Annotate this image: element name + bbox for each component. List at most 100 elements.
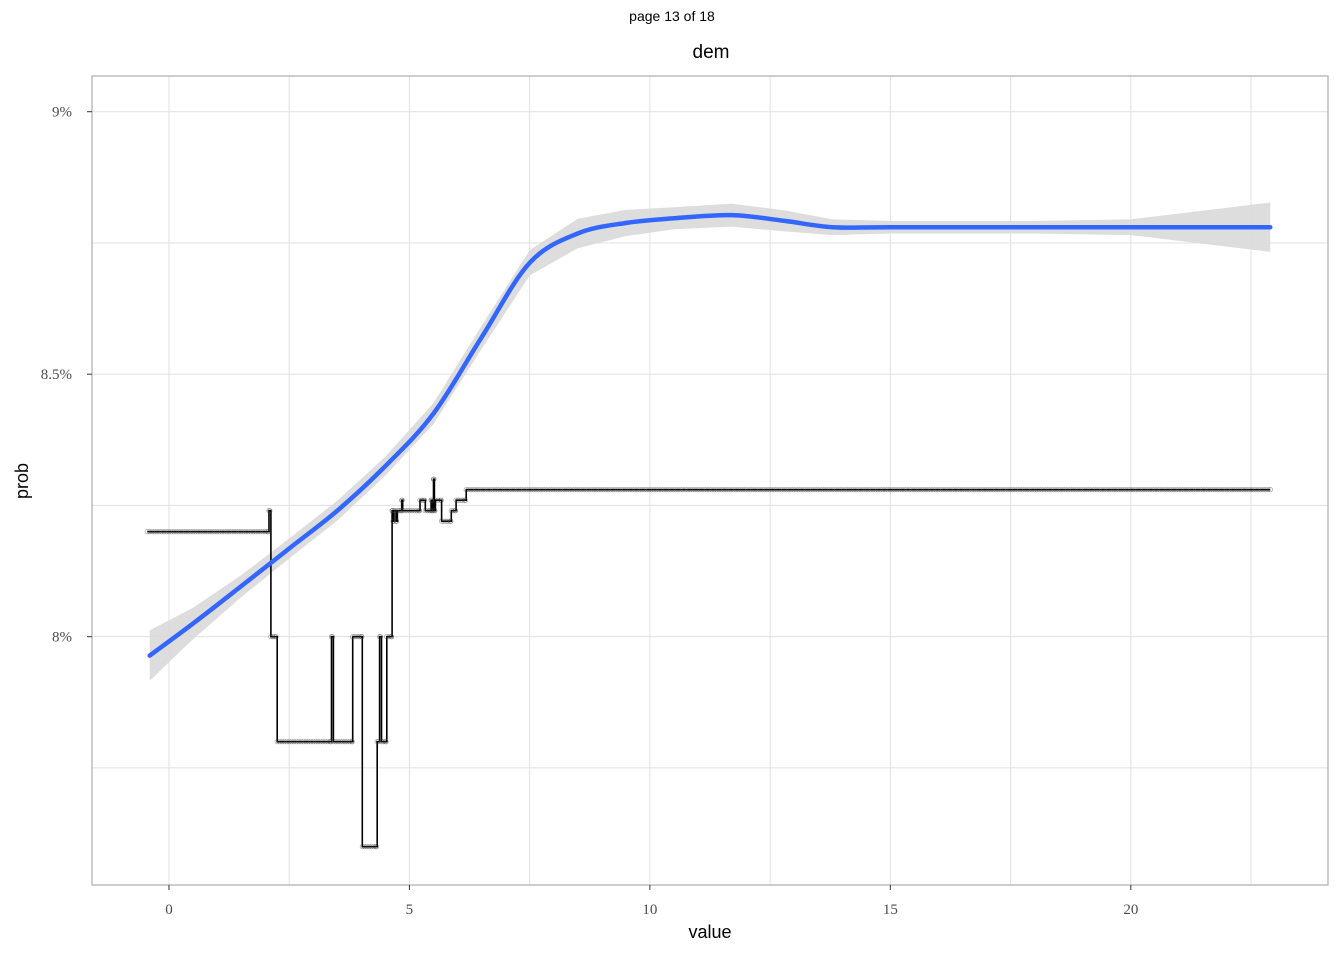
data-point: [1190, 487, 1196, 493]
data-point: [1258, 487, 1264, 493]
data-point: [272, 634, 278, 640]
page-label: page 13 of 18: [629, 8, 715, 24]
data-point: [829, 487, 835, 493]
data-point: [752, 487, 758, 493]
data-point: [783, 487, 789, 493]
data-point: [815, 487, 821, 493]
data-point: [884, 487, 890, 493]
data-point: [487, 487, 493, 493]
data-point: [1157, 487, 1163, 493]
data-point: [574, 487, 580, 493]
data-point: [528, 487, 534, 493]
data-point: [291, 739, 297, 745]
data-point: [1077, 487, 1083, 493]
data-point: [1210, 487, 1216, 493]
data-point: [509, 487, 515, 493]
data-point: [173, 529, 179, 535]
data-point: [653, 487, 659, 493]
data-point: [583, 487, 589, 493]
data-point: [533, 487, 539, 493]
data-point: [1234, 487, 1240, 493]
data-point: [492, 487, 498, 493]
data-point: [422, 497, 428, 503]
data-point: [1267, 487, 1273, 493]
data-point: [414, 508, 420, 514]
data-point: [195, 529, 201, 535]
data-point: [730, 487, 736, 493]
data-point: [856, 487, 862, 493]
data-point: [277, 739, 283, 745]
data-point: [906, 487, 912, 493]
data-point: [822, 487, 828, 493]
data-point: [1116, 487, 1122, 493]
data-point: [786, 487, 792, 493]
data-point: [1123, 487, 1129, 493]
data-point: [1183, 487, 1189, 493]
data-point: [1041, 487, 1047, 493]
data-point: [791, 487, 797, 493]
data-point: [245, 529, 251, 535]
data-point: [514, 487, 520, 493]
data-point: [591, 487, 597, 493]
data-point: [1084, 487, 1090, 493]
data-point: [550, 487, 556, 493]
data-point: [1096, 487, 1102, 493]
data-point: [1188, 487, 1194, 493]
data-point: [1181, 487, 1187, 493]
data-point: [947, 487, 953, 493]
data-point: [159, 529, 165, 535]
data-point: [1031, 487, 1037, 493]
data-point: [1027, 487, 1033, 493]
data-point: [1111, 487, 1117, 493]
data-point: [986, 487, 992, 493]
data-point: [1219, 487, 1225, 493]
data-point: [648, 487, 654, 493]
data-point: [523, 487, 529, 493]
data-point: [289, 739, 295, 745]
data-point: [620, 487, 626, 493]
data-point: [212, 529, 218, 535]
data-point: [1101, 487, 1107, 493]
data-point: [617, 487, 623, 493]
data-point: [538, 487, 544, 493]
data-point: [171, 529, 177, 535]
data-point: [933, 487, 939, 493]
data-point: [149, 529, 155, 535]
data-point: [178, 529, 184, 535]
data-point: [612, 487, 618, 493]
data-point: [1002, 487, 1008, 493]
x-tick-label: 10: [642, 902, 657, 918]
data-point: [161, 529, 167, 535]
data-point: [673, 487, 679, 493]
data-point: [1152, 487, 1158, 493]
x-tick-label: 5: [406, 902, 414, 918]
data-point: [634, 487, 640, 493]
data-point: [896, 487, 902, 493]
data-point: [976, 487, 982, 493]
data-point: [301, 739, 307, 745]
plot-area: 0 5 10 15 20 8% 8.5% 9%: [41, 75, 1329, 918]
data-point: [430, 508, 436, 514]
data-point: [675, 487, 681, 493]
data-point: [593, 487, 599, 493]
data-point: [241, 529, 247, 535]
data-point: [1065, 487, 1071, 493]
data-point: [740, 487, 746, 493]
data-point: [901, 487, 907, 493]
data-point: [839, 487, 845, 493]
data-point: [1113, 487, 1119, 493]
data-point: [317, 739, 323, 745]
data-point: [526, 487, 532, 493]
data-point: [209, 529, 215, 535]
data-point: [305, 739, 311, 745]
data-point: [824, 487, 830, 493]
data-point: [694, 487, 700, 493]
data-point: [923, 487, 929, 493]
data-point: [154, 529, 160, 535]
data-point: [202, 529, 208, 535]
data-point: [375, 739, 381, 745]
data-point: [750, 487, 756, 493]
data-point: [320, 739, 326, 745]
data-point: [629, 487, 635, 493]
data-point: [1099, 487, 1105, 493]
